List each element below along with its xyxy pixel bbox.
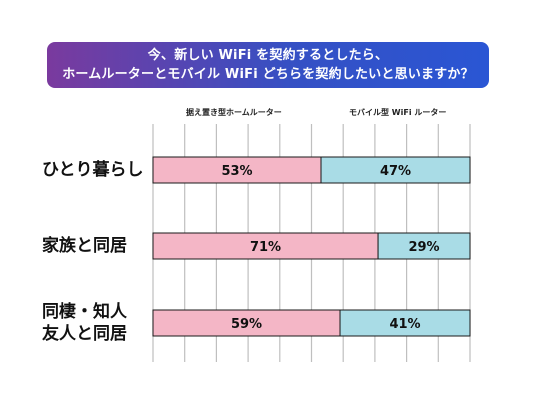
title-line-1: 今、新しい WiFi を契約するとしたら、: [147, 48, 389, 63]
title-banner: 今、新しい WiFi を契約するとしたら、 ホームルーターとモバイル WiFi …: [47, 42, 489, 88]
data-label: 59%: [231, 317, 262, 332]
data-label: 53%: [221, 164, 252, 179]
data-label: 47%: [380, 164, 411, 179]
bar-segment: [152, 232, 379, 260]
title-line-2: ホームルーターとモバイル WiFi どちらを契約したいと思いますか？: [62, 67, 474, 82]
data-label: 29%: [408, 240, 439, 255]
bar-segment: [377, 232, 471, 260]
category-label: 同棲・知人 友人と同居: [42, 302, 127, 344]
legend-series-1: 据え置き型ホームルーター: [186, 108, 282, 117]
bar-segment: [320, 156, 471, 184]
category-label: ひとり暮らし: [42, 160, 144, 180]
bar-segment: [152, 309, 341, 337]
data-label: 41%: [389, 317, 420, 332]
legend-series-2: モバイル型 WiFi ルーター: [349, 108, 447, 117]
category-label: 家族と同居: [42, 236, 127, 256]
bar-segment: [339, 309, 471, 337]
bar-segment: [152, 156, 322, 184]
data-label: 71%: [250, 240, 281, 255]
